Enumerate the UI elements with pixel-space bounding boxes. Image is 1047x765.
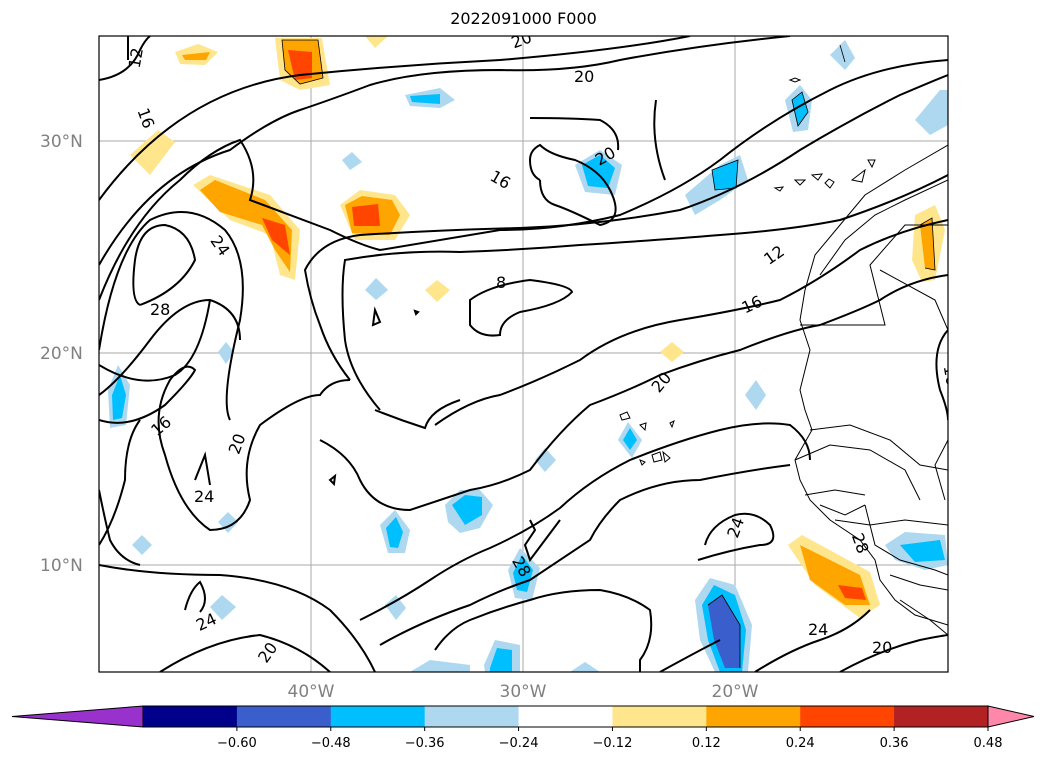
colorbar-swatch [706,706,801,727]
colorbar-swatch [894,706,989,727]
colorbar-tick-label: −0.36 [405,736,445,751]
colorbar: −0.60 −0.48 −0.36 −0.24 −0.12 0.12 0.24 0.36 0.4… [11,705,1035,751]
lon-label-40w: 40°W [288,682,335,702]
lon-label-30w: 30°W [500,682,547,702]
colorbar-tick-label: −0.60 [217,736,257,751]
lat-label-10n: 10°N [40,556,83,576]
latitude-labels: 30°N 20°N 10°N [40,132,83,576]
colorbar-swatch [800,706,895,727]
coastlines [619,77,948,636]
lat-label-30n: 30°N [40,132,83,152]
contour-label: 24 [808,620,828,639]
contour-label: 12 [125,46,147,69]
colorbar-frame [142,705,989,728]
lon-label-20w: 20°W [712,682,759,702]
contour-lines [99,36,948,672]
colorbar-swatch [612,706,707,727]
colorbar-swatch [12,706,143,727]
map-frame [98,35,949,673]
colorbar-ticks: −0.60 −0.48 −0.36 −0.24 −0.12 0.12 0.24 0.36 0.4… [217,727,1003,751]
colorbar-swatch [988,706,1034,727]
colorbar-tick-label: −0.48 [311,736,351,751]
contour-label: 24 [194,487,214,506]
colorbar-swatch [424,706,520,727]
shaded-outlines [281,39,936,668]
colorbar-swatch [330,706,426,727]
colorbar-swatches [12,706,1034,727]
contour-label: 20 [574,67,594,86]
colorbar-tick-label: 0.36 [880,736,909,751]
lat-label-20n: 20°N [40,344,83,364]
map-title: 2022091000 F000 [450,9,597,28]
colorbar-swatch [518,706,613,727]
contour-label: 16 [940,364,962,387]
contour-label: 28 [150,300,170,319]
colorbar-swatch [236,706,332,727]
colorbar-tick-label: −0.24 [499,736,539,751]
colorbar-tick-label: 0.48 [974,736,1003,751]
longitude-labels: 40°W 30°W 20°W [288,682,759,702]
map-plot-area: 12 16 20 20 16 24 28 8 12 16 20 16 20 24… [99,36,962,672]
graticule [99,36,948,672]
contour-label: 8 [496,273,506,292]
colorbar-tick-label: 0.24 [786,736,815,751]
colorbar-tick-label: −0.12 [593,736,633,751]
contour-label: 20 [872,638,892,657]
colorbar-tick-label: 0.12 [692,736,721,751]
colorbar-swatch [143,706,238,727]
